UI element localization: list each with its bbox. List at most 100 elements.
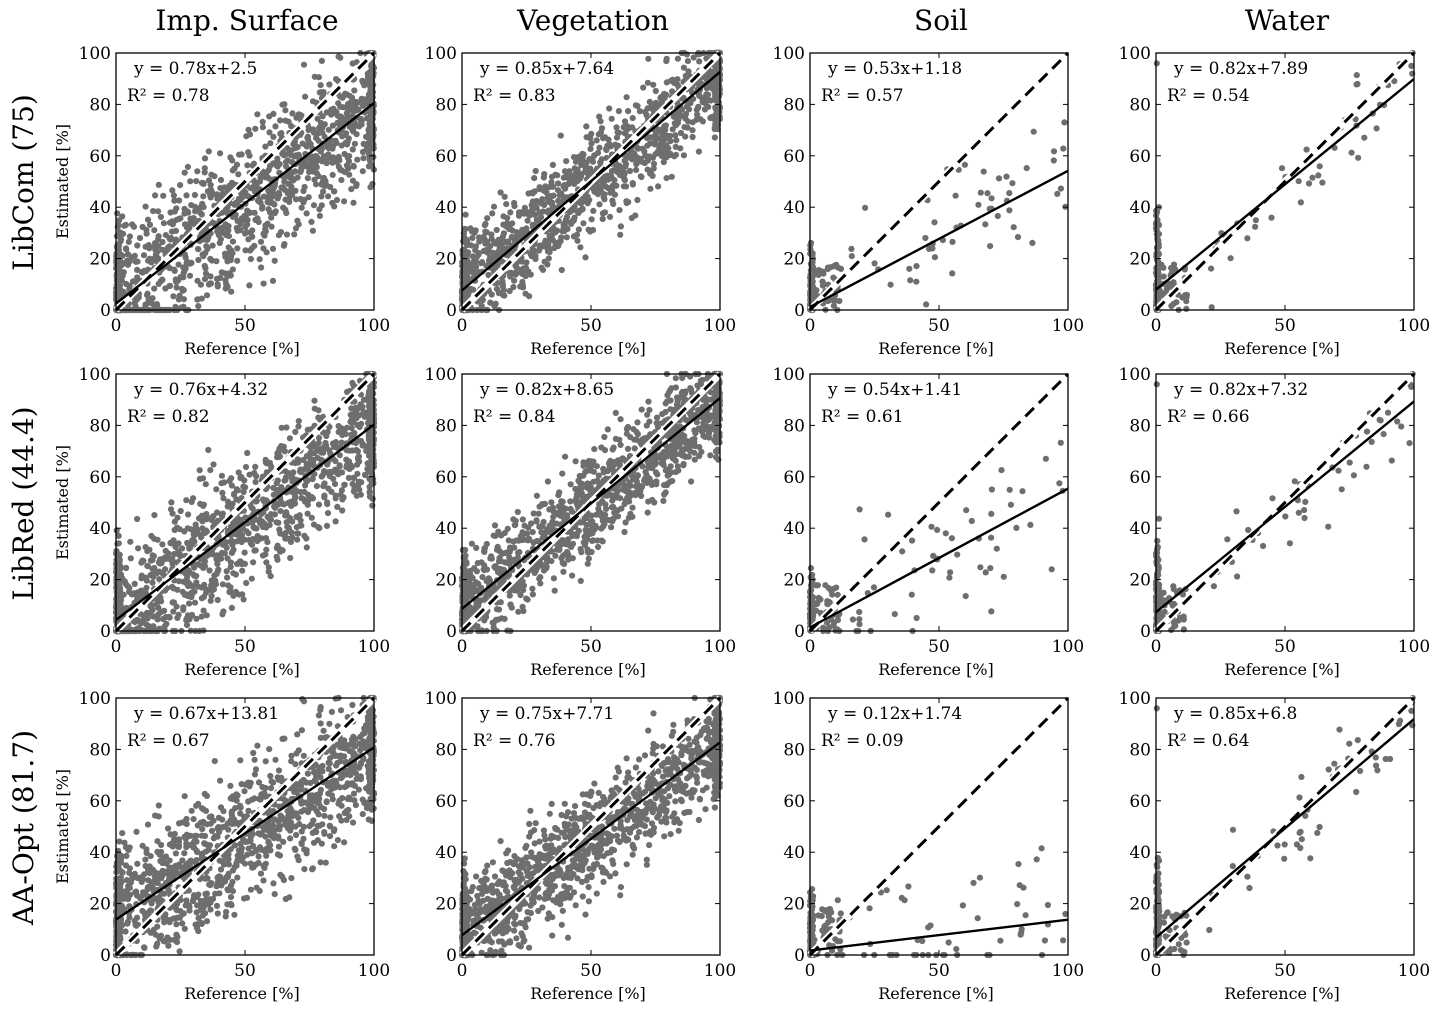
- data-point: [231, 201, 238, 208]
- data-point: [302, 93, 309, 100]
- data-point: [251, 242, 258, 249]
- data-point: [156, 576, 163, 583]
- data-point: [563, 158, 570, 165]
- data-point: [587, 145, 594, 152]
- data-point: [711, 112, 719, 119]
- data-point: [555, 243, 562, 250]
- data-point: [271, 209, 279, 217]
- data-point: [572, 158, 580, 165]
- data-point: [324, 469, 331, 476]
- data-point: [317, 82, 324, 89]
- data-point: [345, 165, 352, 172]
- data-point: [647, 185, 654, 192]
- data-point: [608, 186, 616, 193]
- data-point: [210, 461, 217, 468]
- data-point: [214, 596, 221, 604]
- data-point: [347, 122, 354, 129]
- data-point: [558, 190, 565, 197]
- data-point: [357, 491, 364, 498]
- data-point: [599, 215, 606, 223]
- data-point: [707, 69, 715, 76]
- data-point: [191, 191, 198, 199]
- data-point: [310, 202, 318, 209]
- data-point: [830, 302, 838, 309]
- data-point: [466, 260, 473, 267]
- data-point: [154, 536, 161, 543]
- data-point: [295, 418, 302, 425]
- data-point: [589, 226, 597, 234]
- data-point: [134, 515, 141, 523]
- data-point: [337, 117, 344, 124]
- data-point: [207, 467, 214, 474]
- data-point: [561, 168, 569, 175]
- data-point: [214, 283, 221, 290]
- data-point: [461, 266, 468, 273]
- data-point: [318, 473, 325, 480]
- data-point: [283, 424, 290, 431]
- data-point: [247, 255, 254, 263]
- data-point: [1315, 172, 1322, 179]
- x-tick-label: 100: [1052, 316, 1084, 336]
- data-point: [207, 255, 214, 262]
- data-point: [540, 174, 548, 181]
- identity-line: [808, 51, 1070, 312]
- data-point: [694, 51, 702, 58]
- data-point: [279, 101, 286, 108]
- data-point: [567, 219, 575, 226]
- data-point: [116, 229, 123, 236]
- data-point: [124, 257, 131, 264]
- data-point: [686, 106, 693, 113]
- data-point: [481, 236, 488, 243]
- data-point: [251, 209, 258, 216]
- data-point: [211, 572, 218, 579]
- data-point: [244, 221, 251, 228]
- data-point: [280, 501, 287, 508]
- data-point: [173, 284, 180, 291]
- data-point: [479, 259, 486, 266]
- data-point: [134, 242, 141, 249]
- data-point: [626, 151, 634, 158]
- data-point: [595, 131, 602, 138]
- data-point: [220, 495, 227, 502]
- data-point: [462, 211, 469, 218]
- data-point: [913, 278, 920, 285]
- data-point: [114, 277, 121, 284]
- data-point: [155, 181, 162, 188]
- data-point: [639, 145, 646, 152]
- data-point: [259, 523, 267, 531]
- data-point: [320, 188, 327, 195]
- data-point: [230, 491, 238, 498]
- data-point: [629, 115, 636, 122]
- data-point: [114, 567, 121, 574]
- data-point: [351, 140, 358, 147]
- data-point: [217, 185, 224, 192]
- y-tick-label: 40: [1129, 198, 1151, 218]
- data-point: [172, 227, 179, 234]
- data-point: [546, 232, 553, 239]
- data-point: [1305, 180, 1313, 187]
- data-point: [171, 197, 178, 204]
- data-point: [275, 454, 283, 461]
- data-point: [176, 292, 183, 299]
- data-point: [509, 220, 516, 227]
- data-point: [227, 559, 234, 566]
- data-point: [819, 268, 826, 275]
- data-point: [208, 517, 216, 524]
- data-point: [711, 134, 719, 141]
- data-point: [181, 210, 188, 217]
- data-point: [228, 482, 235, 489]
- data-point: [186, 272, 194, 279]
- data-point: [1030, 128, 1037, 135]
- data-point: [281, 186, 288, 193]
- data-point: [591, 152, 598, 159]
- data-point: [203, 243, 210, 250]
- data-point: [680, 152, 688, 159]
- data-point: [151, 285, 158, 292]
- data-point: [148, 532, 155, 540]
- data-point: [562, 216, 570, 224]
- data-point: [1391, 78, 1398, 85]
- data-point: [621, 175, 628, 182]
- fit-equation: y = 0.53x+1.18: [827, 59, 962, 79]
- x-tick-label: 0: [805, 316, 816, 336]
